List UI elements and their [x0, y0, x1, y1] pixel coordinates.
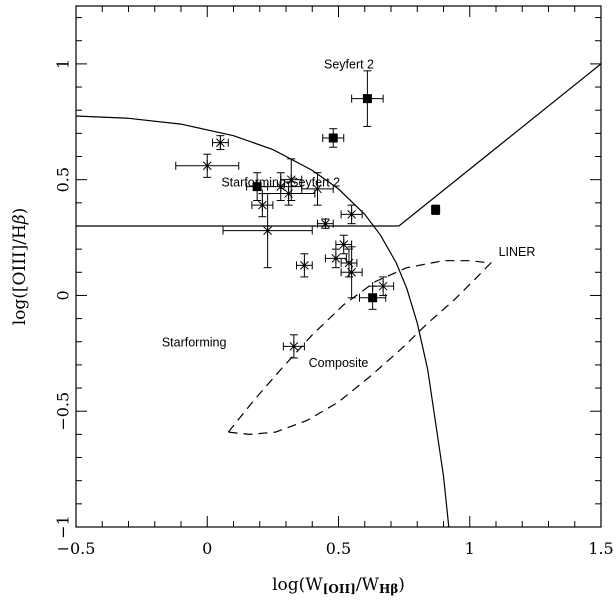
starforming-point [317, 218, 334, 230]
starforming-point [296, 253, 313, 278]
x-tick-label: 1 [465, 539, 475, 558]
starforming-point [324, 248, 347, 269]
seyfert-point [351, 70, 384, 127]
y-tick-label: 0 [54, 290, 73, 300]
y-tick-label: 0.5 [54, 167, 73, 192]
starforming-point [301, 172, 334, 206]
x-axis-title: log(W[OII]/WHβ) [272, 575, 405, 596]
axis-ticks: −0.5 0 0.5 1 1.5−1−0.500.51 [54, 6, 614, 558]
starforming-point [251, 193, 274, 218]
square-marker [362, 94, 372, 104]
x-tick-label: 1.5 [588, 539, 613, 558]
data-points [175, 70, 441, 359]
x-tick-label: 0.5 [326, 539, 351, 558]
starforming-point [340, 204, 363, 225]
starforming-boundary-line [76, 115, 450, 527]
liner-label: LINER [499, 245, 536, 259]
boundary-lines [76, 63, 601, 527]
sf_sey2-label: Starforming-Seyfert 2 [221, 176, 340, 190]
starforming-point [282, 334, 305, 359]
starforming-point [335, 234, 353, 255]
seyfert-point [322, 128, 345, 148]
starforming-point [212, 135, 229, 151]
y-axis-title: log([OIII]/Hβ) [10, 208, 30, 326]
starforming-point [175, 153, 240, 178]
starforming-label: Starforming [162, 335, 227, 349]
starforming-point [340, 246, 363, 299]
starforming-point [222, 193, 313, 269]
square-marker [328, 133, 338, 143]
seyfert-point [431, 204, 441, 215]
y-tick-label: −0.5 [54, 392, 73, 431]
liner-composite-contour-line [227, 260, 493, 436]
composite-label: Composite [309, 356, 369, 370]
x-tick-label: 0 [202, 539, 212, 558]
square-marker [252, 182, 262, 192]
starforming-point [261, 181, 316, 206]
plot-frame [75, 5, 602, 528]
square-marker [431, 205, 441, 215]
y-tick-label: 1 [54, 59, 73, 69]
x-tick-label: −0.5 [57, 539, 96, 558]
seyfert-liner-divide-line [398, 63, 601, 227]
y-tick-label: −1 [54, 515, 73, 539]
region-labels: Seyfert 2 Starforming-Seyfert 2 LINER Starf… [162, 58, 536, 371]
square-marker [368, 293, 378, 303]
seyfert2-label: Seyfert 2 [324, 58, 374, 72]
plot-border [75, 5, 602, 528]
starforming-point [372, 276, 395, 296]
